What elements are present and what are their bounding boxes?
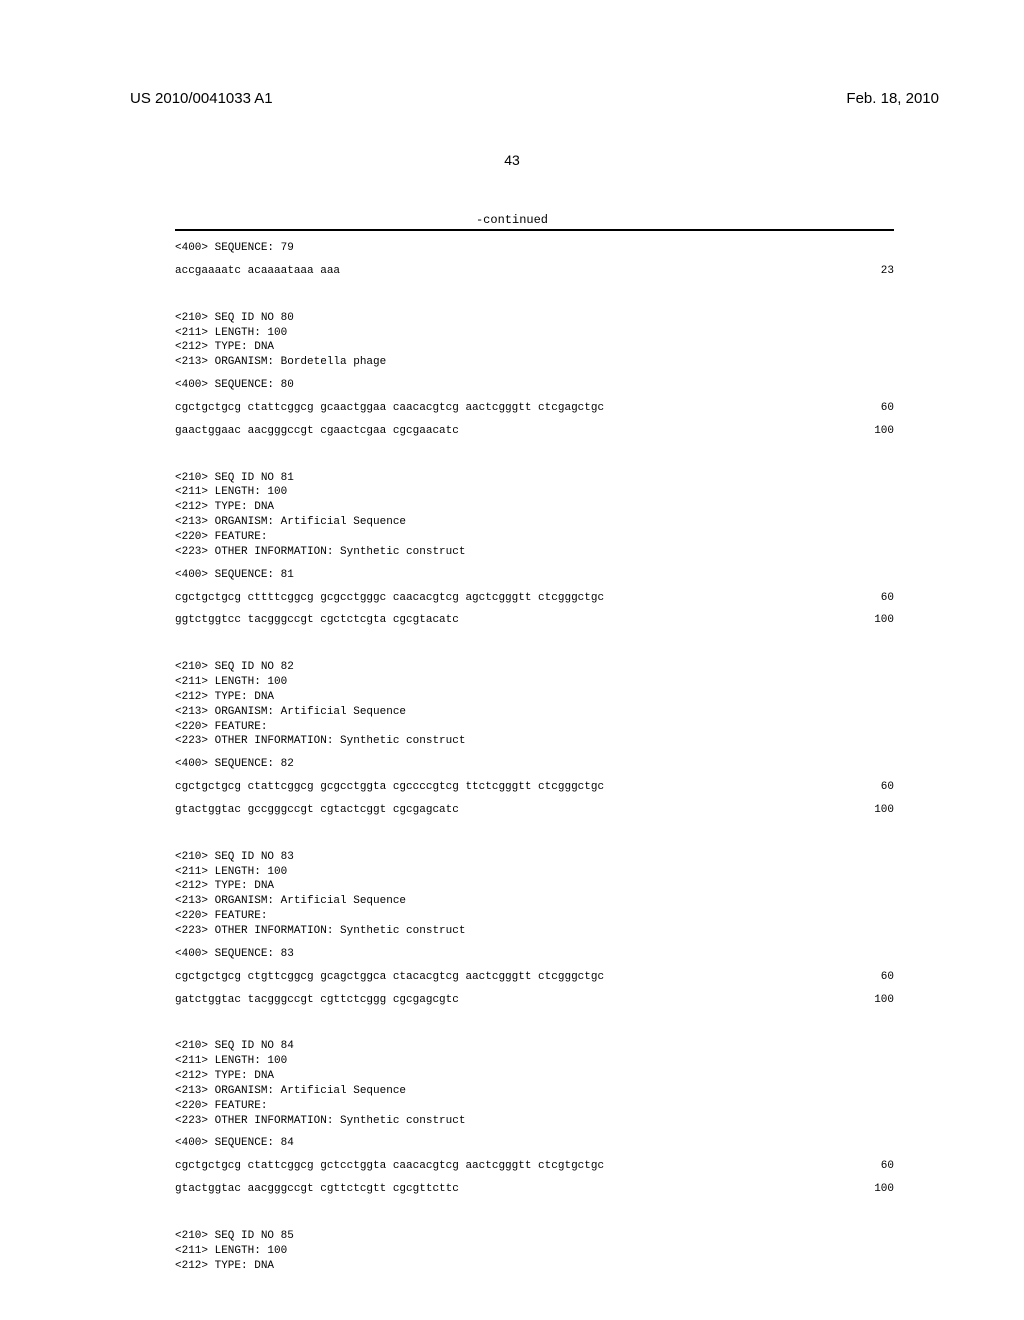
sequence-block: <210> SEQ ID NO 81 <211> LENGTH: 100 <21… [175,471,894,629]
seq-header-line: <212> TYPE: DNA [175,500,894,515]
seq-header-line: <211> LENGTH: 100 [175,326,894,341]
seq-header-line: <210> SEQ ID NO 82 [175,660,894,675]
seq-header-line: <220> FEATURE: [175,530,894,545]
seq-header-line: <210> SEQ ID NO 85 [175,1229,894,1244]
sequence-block: <210> SEQ ID NO 84 <211> LENGTH: 100 <21… [175,1039,894,1197]
seq-header-line: <212> TYPE: DNA [175,1259,894,1274]
seq-header-line: <210> SEQ ID NO 81 [175,471,894,486]
seq-data-line: accgaaaatc acaaaataaa aaa 23 [175,264,894,279]
seq-data-line: gtactggtac aacgggccgt cgttctcgtt cgcgttc… [175,1182,894,1197]
seq-header-line: <211> LENGTH: 100 [175,1054,894,1069]
seq-header-line: <210> SEQ ID NO 83 [175,850,894,865]
seq-header-line: <400> SEQUENCE: 79 [175,241,894,256]
seq-header-line: <220> FEATURE: [175,720,894,735]
sequence-block: <210> SEQ ID NO 80 <211> LENGTH: 100 <21… [175,311,894,439]
seq-data-line: ggtctggtcc tacgggccgt cgctctcgta cgcgtac… [175,613,894,628]
seq-data-line: gaactggaac aacgggccgt cgaactcgaa cgcgaac… [175,424,894,439]
seq-header-line: <223> OTHER INFORMATION: Synthetic const… [175,545,894,560]
seq-header-line: <213> ORGANISM: Artificial Sequence [175,894,894,909]
seq-header-line: <223> OTHER INFORMATION: Synthetic const… [175,734,894,749]
seq-header-line: <223> OTHER INFORMATION: Synthetic const… [175,924,894,939]
seq-data-line: gtactggtac gccgggccgt cgtactcggt cgcgagc… [175,803,894,818]
seq-label: <400> SEQUENCE: 80 [175,378,894,393]
sequence-listing: <400> SEQUENCE: 79 accgaaaatc acaaaataaa… [0,231,1024,1274]
seq-header-line: <211> LENGTH: 100 [175,865,894,880]
publication-date: Feb. 18, 2010 [846,90,939,107]
seq-label: <400> SEQUENCE: 81 [175,568,894,583]
seq-data-line: cgctgctgcg ctattcggcg gcaactggaa caacacg… [175,401,894,416]
seq-header-line: <213> ORGANISM: Artificial Sequence [175,705,894,720]
page-number: 43 [0,152,1024,168]
seq-header-line: <211> LENGTH: 100 [175,1244,894,1259]
seq-header-line: <212> TYPE: DNA [175,340,894,355]
seq-header-line: <211> LENGTH: 100 [175,675,894,690]
sequence-block: <210> SEQ ID NO 83 <211> LENGTH: 100 <21… [175,850,894,1008]
seq-header-line: <213> ORGANISM: Artificial Sequence [175,1084,894,1099]
seq-data-line: gatctggtac tacgggccgt cgttctcggg cgcgagc… [175,993,894,1008]
seq-header-line: <212> TYPE: DNA [175,690,894,705]
seq-data-line: cgctgctgcg ctgttcggcg gcagctggca ctacacg… [175,970,894,985]
sequence-block: <210> SEQ ID NO 85 <211> LENGTH: 100 <21… [175,1229,894,1274]
seq-header-line: <212> TYPE: DNA [175,879,894,894]
seq-header-line: <211> LENGTH: 100 [175,485,894,500]
sequence-block: <400> SEQUENCE: 79 accgaaaatc acaaaataaa… [175,241,894,279]
seq-header-line: <213> ORGANISM: Artificial Sequence [175,515,894,530]
seq-header-line: <220> FEATURE: [175,1099,894,1114]
seq-header-line: <212> TYPE: DNA [175,1069,894,1084]
sequence-block: <210> SEQ ID NO 82 <211> LENGTH: 100 <21… [175,660,894,818]
seq-data-line: cgctgctgcg cttttcggcg gcgcctgggc caacacg… [175,591,894,606]
publication-number: US 2010/0041033 A1 [130,90,273,107]
continued-label: -continued [0,213,1024,227]
seq-header-line: <220> FEATURE: [175,909,894,924]
seq-label: <400> SEQUENCE: 82 [175,757,894,772]
seq-header-line: <210> SEQ ID NO 84 [175,1039,894,1054]
page-header: US 2010/0041033 A1 Feb. 18, 2010 [0,0,1024,117]
seq-label: <400> SEQUENCE: 84 [175,1136,894,1151]
seq-header-line: <210> SEQ ID NO 80 [175,311,894,326]
seq-label: <400> SEQUENCE: 83 [175,947,894,962]
seq-header-line: <213> ORGANISM: Bordetella phage [175,355,894,370]
seq-data-line: cgctgctgcg ctattcggcg gctcctggta caacacg… [175,1159,894,1174]
seq-data-line: cgctgctgcg ctattcggcg gcgcctggta cgccccg… [175,780,894,795]
seq-header-line: <223> OTHER INFORMATION: Synthetic const… [175,1114,894,1129]
